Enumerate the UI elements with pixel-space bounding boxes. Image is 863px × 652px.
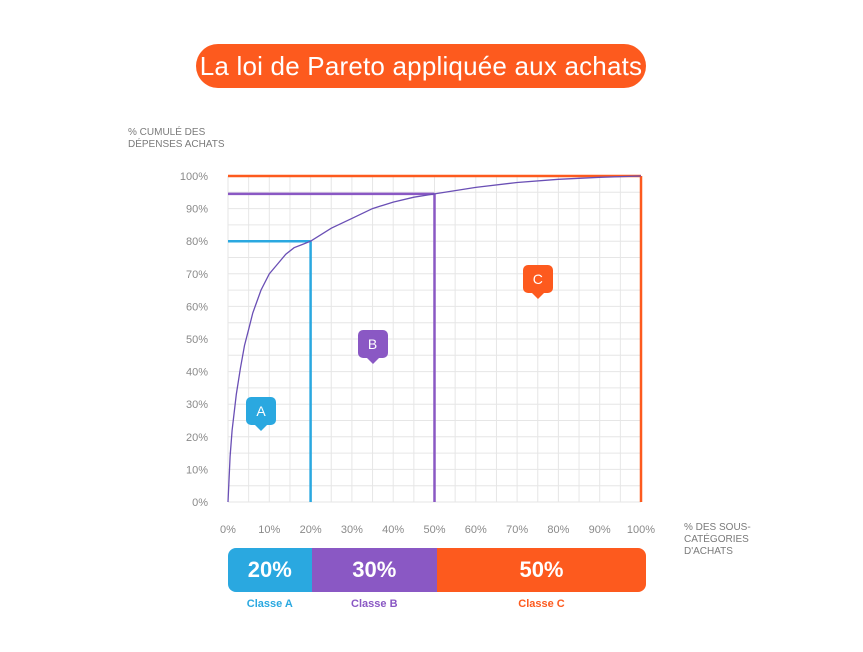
y-tick-label: 0%	[192, 497, 208, 509]
y-tick-label: 10%	[186, 464, 208, 476]
class-bar: 20% 30% 50%	[228, 548, 646, 592]
y-axis-title: % CUMULÉ DES DÉPENSES ACHATS	[128, 127, 228, 151]
x-axis-title-line1: % DES SOUS-CATÉGORIES	[684, 522, 751, 545]
y-tick-label: 90%	[186, 204, 208, 216]
y-tick-label: 40%	[186, 367, 208, 379]
class-b-label: Classe B	[351, 598, 398, 610]
x-tick-label: 70%	[506, 524, 528, 536]
y-tick-label: 50%	[186, 334, 208, 346]
class-a-label: Classe A	[246, 598, 293, 610]
pareto-curve	[227, 175, 642, 503]
x-axis-title: % DES SOUS-CATÉGORIES D'ACHATS	[684, 522, 814, 558]
x-tick-label: 0%	[220, 524, 236, 536]
callout-b: B	[357, 329, 388, 364]
class-a-segment: 20%	[228, 548, 312, 592]
class-c-segment: 50%	[436, 548, 646, 592]
x-tick-label: 60%	[465, 524, 487, 536]
x-tick-label: 20%	[300, 524, 322, 536]
x-tick-label: 30%	[341, 524, 363, 536]
chart-title: La loi de Pareto appliquée aux achats	[196, 44, 646, 88]
y-axis-title-line1: % CUMULÉ DES	[128, 127, 206, 138]
x-tick-label: 10%	[258, 524, 280, 536]
x-axis-title-line2: D'ACHATS	[684, 546, 733, 557]
x-tick-label: 100%	[627, 524, 655, 536]
y-tick-label: 30%	[186, 399, 208, 411]
class-b-segment: 30%	[311, 548, 437, 592]
callout-c: C	[522, 264, 553, 299]
y-tick-label: 70%	[186, 269, 208, 281]
x-tick-label: 50%	[423, 524, 445, 536]
y-tick-label: 100%	[180, 171, 208, 183]
x-tick-label: 40%	[382, 524, 404, 536]
y-tick-label: 60%	[186, 301, 208, 313]
y-tick-label: 80%	[186, 236, 208, 248]
callout-a: A	[246, 396, 277, 431]
x-tick-label: 90%	[589, 524, 611, 536]
class-c-label: Classe C	[518, 598, 565, 610]
y-axis-title-line2: DÉPENSES ACHATS	[128, 139, 225, 150]
x-tick-label: 80%	[547, 524, 569, 536]
y-tick-label: 20%	[186, 432, 208, 444]
